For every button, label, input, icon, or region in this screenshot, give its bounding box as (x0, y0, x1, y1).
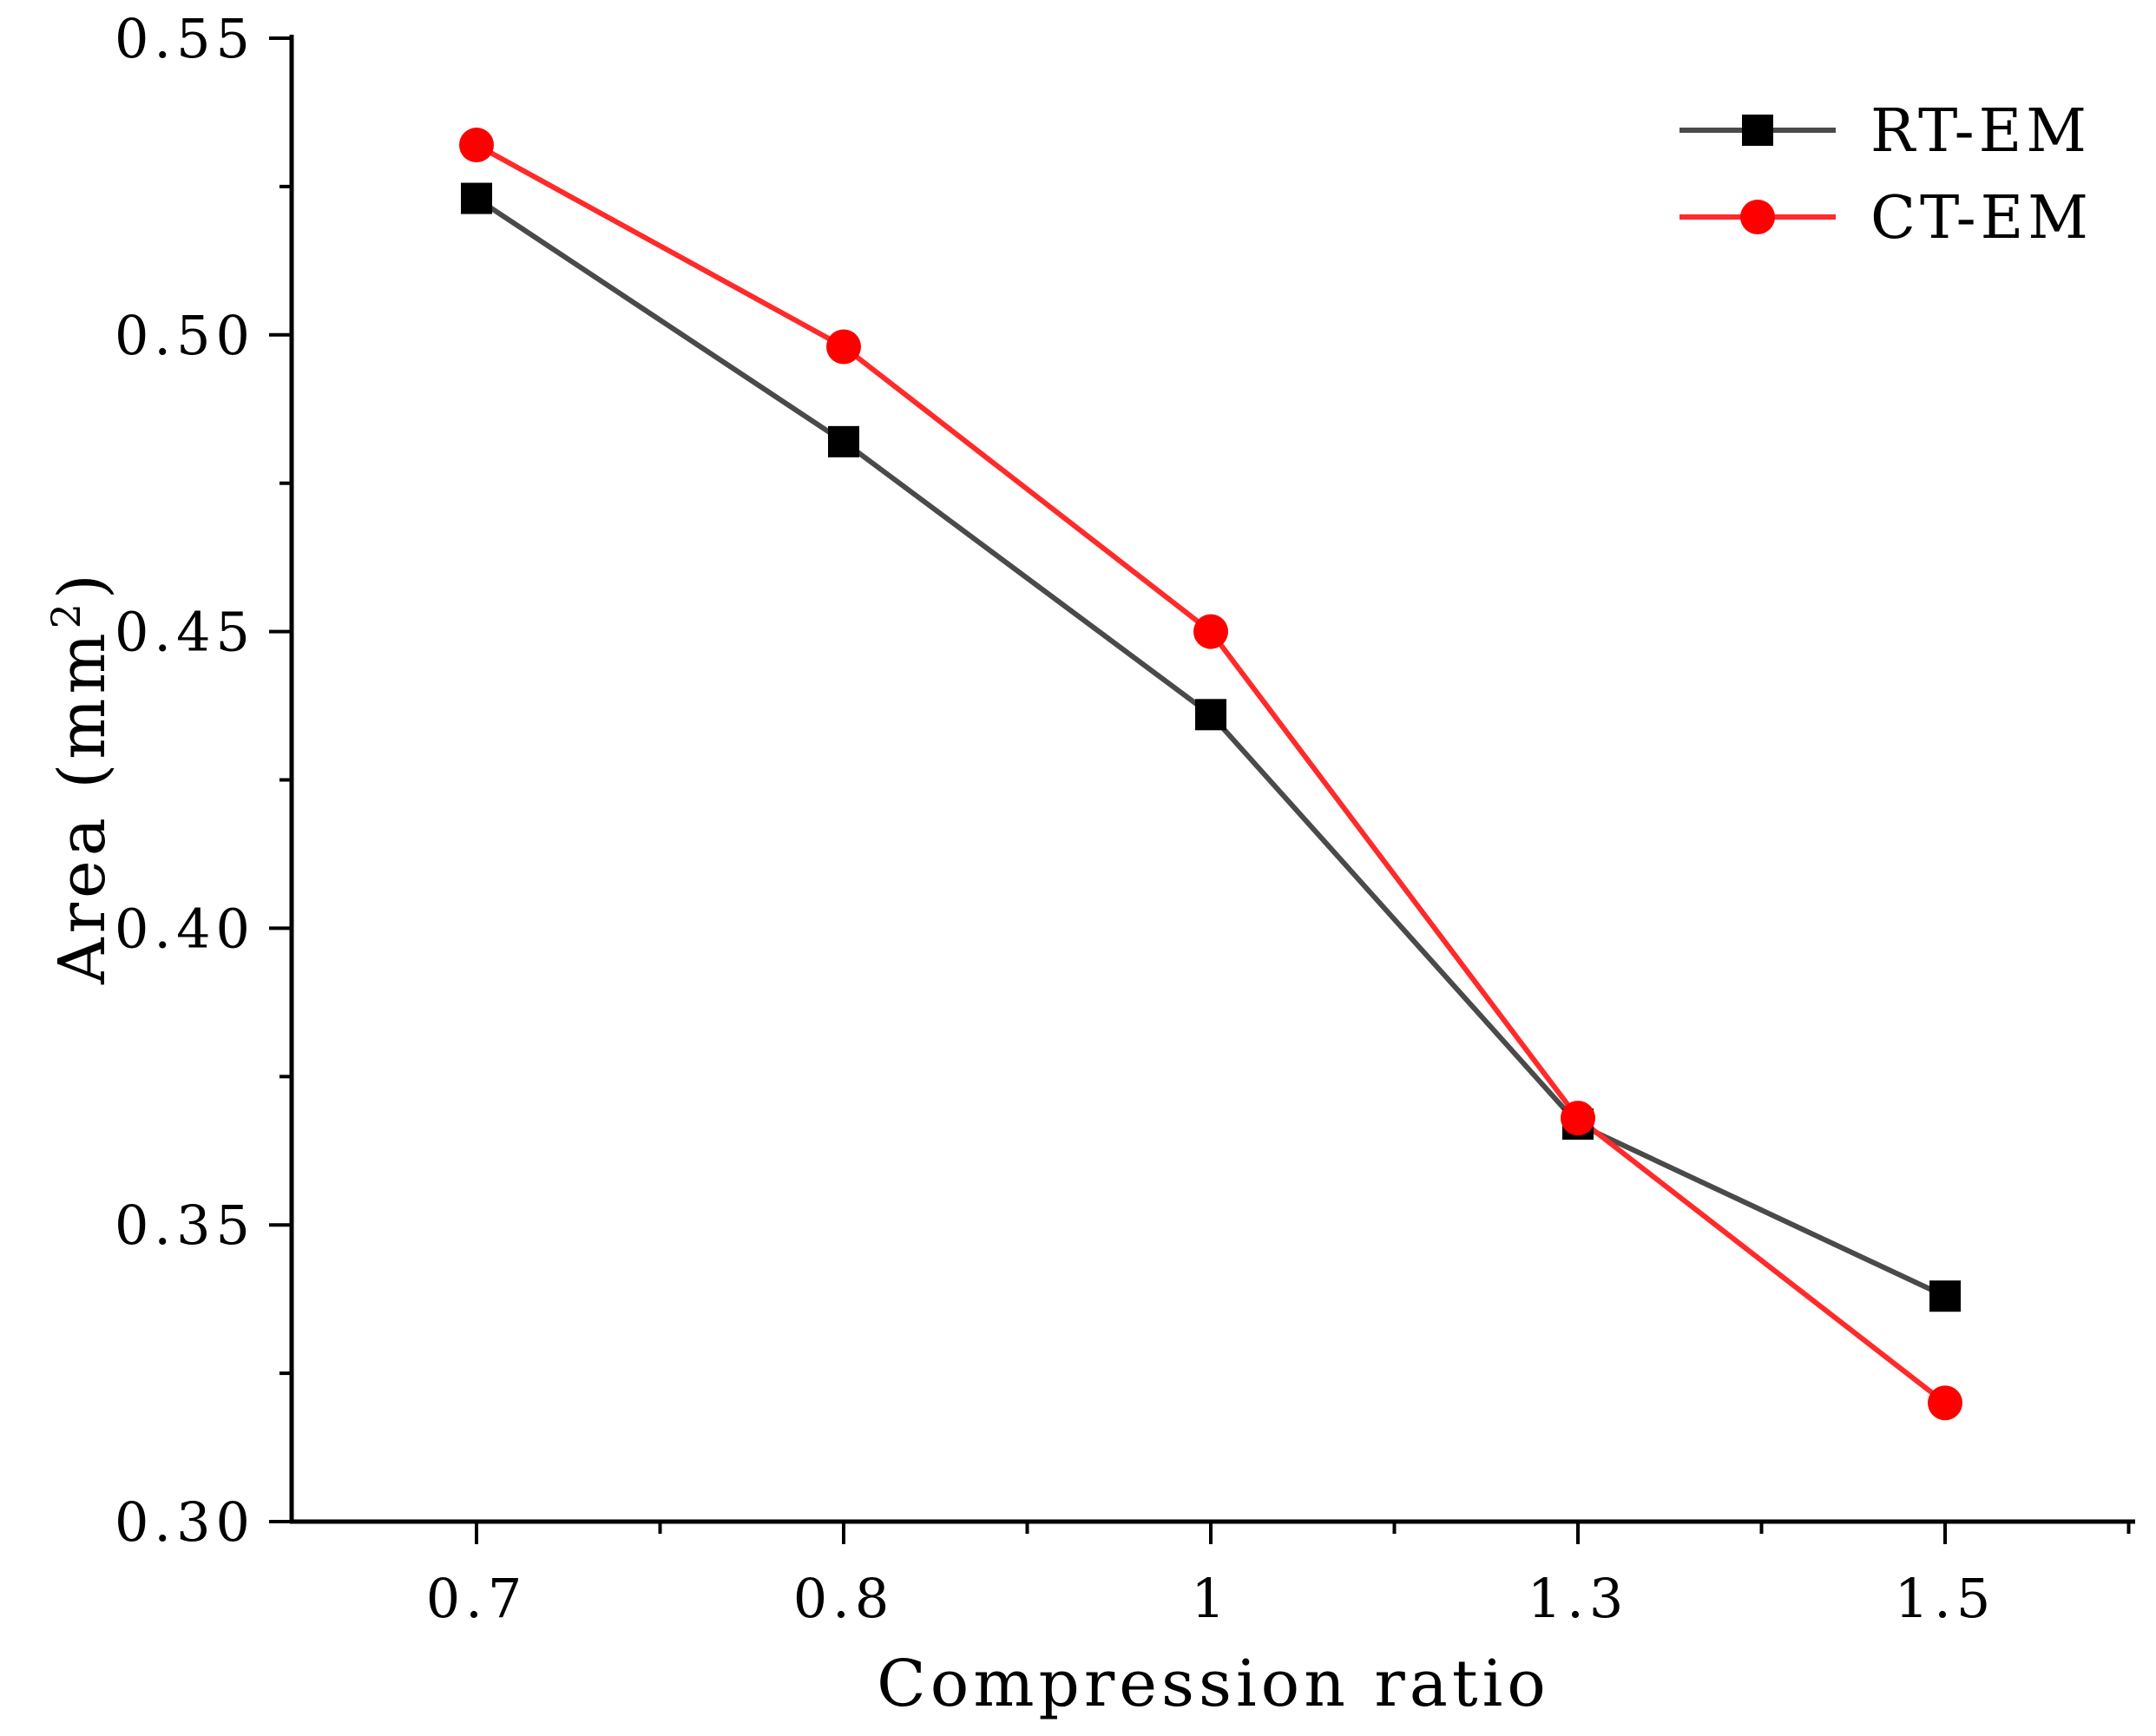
data-point-ct-em (1928, 1385, 1962, 1421)
y-ticks: 0.30 0.35 0.40 0.45 0.50 0.55 (115, 7, 292, 1554)
y-axis-title: Area (mm2) (43, 569, 120, 985)
data-point-rt-em (1929, 1280, 1961, 1312)
y-tick-label: 0.35 (115, 1194, 255, 1257)
data-point-rt-em (828, 425, 859, 457)
legend: RT-EM CT-EM (1679, 97, 2093, 253)
y-axis-title-superscript: 2 (43, 599, 89, 628)
series-markers (459, 128, 1962, 1421)
y-tick-label: 0.45 (115, 601, 255, 664)
y-tick-label: 0.40 (115, 897, 255, 960)
y-tick-label: 0.55 (115, 7, 255, 70)
series-lines (475, 142, 1947, 1405)
x-ticks: 0.7 0.8 1 1.3 1.5 (426, 1522, 2131, 1630)
series-line-ct-em (475, 142, 1947, 1405)
legend-label-rt-em: RT-EM (1870, 97, 2091, 166)
x-axis-title: Compression ratio (877, 1647, 1550, 1721)
x-tick-label: 1.3 (1528, 1567, 1629, 1630)
x-tick-label: 1.5 (1895, 1567, 1996, 1630)
y-tick-label: 0.50 (115, 304, 255, 367)
data-point-rt-em (1195, 699, 1226, 731)
data-point-ct-em (1193, 614, 1228, 649)
data-point-ct-em (459, 128, 494, 163)
x-tick-label: 0.8 (793, 1567, 895, 1630)
x-tick-label: 1 (1191, 1567, 1230, 1630)
series-line-rt-em (475, 196, 1947, 1299)
data-point-ct-em (1561, 1101, 1595, 1136)
legend-label-ct-em: CT-EM (1870, 184, 2093, 253)
x-tick-label: 0.7 (426, 1567, 528, 1630)
legend-marker-ct-em (1740, 200, 1775, 234)
data-point-rt-em (461, 182, 492, 214)
legend-marker-rt-em (1742, 115, 1773, 146)
y-axis-title-close: ) (45, 569, 120, 599)
y-axis-title-text: Area (mm (45, 628, 120, 984)
data-point-ct-em (826, 329, 861, 365)
y-tick-label: 0.30 (115, 1490, 255, 1554)
